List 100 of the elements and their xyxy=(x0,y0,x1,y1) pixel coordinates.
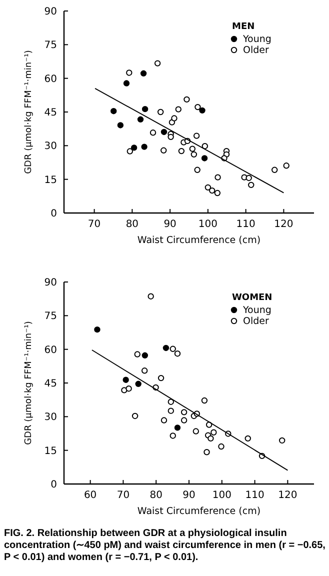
point xyxy=(201,397,208,404)
point xyxy=(204,184,212,191)
point xyxy=(158,374,164,382)
x-tick-label: 100 xyxy=(212,490,232,501)
point xyxy=(246,174,252,182)
x-tick-label: 60 xyxy=(84,490,97,501)
y-tick-label: 60 xyxy=(44,74,57,85)
point xyxy=(154,60,161,66)
legend-label: Older xyxy=(243,316,269,327)
legend-label: Young xyxy=(242,34,272,45)
point xyxy=(142,352,148,358)
y-tick-label: 15 xyxy=(44,446,57,457)
x-tick-label: 80 xyxy=(126,219,139,230)
y-tick-label: 60 xyxy=(44,344,57,356)
x-tick-label: 120 xyxy=(278,490,298,501)
y-tick-label: 30 xyxy=(44,141,57,152)
point xyxy=(174,424,181,431)
point xyxy=(122,376,129,383)
point xyxy=(160,417,168,424)
point xyxy=(142,106,148,112)
y-axis-title: GDR (μmol·kg FFM⁻¹·min⁻¹) xyxy=(24,50,34,174)
point xyxy=(204,449,210,456)
y-tick-label: 45 xyxy=(44,378,57,390)
legend-title: MEN xyxy=(232,22,255,32)
point xyxy=(132,412,138,420)
point xyxy=(175,106,182,112)
point xyxy=(168,398,174,405)
x-tick-label: 80 xyxy=(150,490,162,501)
point xyxy=(110,108,117,114)
point xyxy=(189,146,196,152)
x-tick-label: 100 xyxy=(198,219,218,230)
point xyxy=(157,108,164,116)
y-tick-label: 75 xyxy=(44,311,57,322)
point xyxy=(160,128,168,136)
point xyxy=(218,443,224,450)
x-tick-label: 120 xyxy=(274,219,294,230)
x-axis-title: Waist Circumference (cm) xyxy=(137,506,261,517)
point xyxy=(168,134,174,140)
point xyxy=(148,293,154,300)
point xyxy=(137,116,144,123)
point xyxy=(141,368,148,374)
point xyxy=(123,80,130,86)
y-tick-label: 30 xyxy=(44,412,57,424)
point xyxy=(180,409,188,416)
point xyxy=(174,350,181,357)
x-tick-label: 110 xyxy=(245,490,264,501)
y-tick-label: 75 xyxy=(44,40,57,52)
point xyxy=(94,326,100,333)
y-tick-label: 90 xyxy=(44,278,57,288)
y-tick-label: 0 xyxy=(50,480,57,490)
point xyxy=(210,429,217,436)
legend-title: WOMEN xyxy=(232,293,272,303)
point xyxy=(201,155,208,162)
point xyxy=(171,115,178,122)
point xyxy=(180,417,188,424)
point xyxy=(178,148,185,154)
x-axis-title: Waist Circumference (cm) xyxy=(137,235,261,246)
x-tick-label: 90 xyxy=(182,490,196,501)
point xyxy=(184,96,190,103)
point xyxy=(190,151,198,158)
point xyxy=(194,166,200,174)
x-tick-label: 70 xyxy=(88,219,101,230)
point xyxy=(121,387,128,394)
legend-label: Older xyxy=(243,45,269,56)
point xyxy=(117,122,124,128)
point xyxy=(244,435,251,442)
point xyxy=(208,435,214,442)
legend-label: Young xyxy=(242,305,272,316)
y-tick-label: 15 xyxy=(44,174,57,186)
point xyxy=(170,432,176,439)
x-tick-label: 70 xyxy=(116,490,130,501)
point xyxy=(192,428,200,434)
point xyxy=(126,386,132,392)
point xyxy=(140,70,147,76)
x-tick-label: 90 xyxy=(164,219,176,230)
point xyxy=(170,346,176,352)
point xyxy=(134,351,140,358)
point xyxy=(272,166,278,174)
point xyxy=(130,144,138,151)
point xyxy=(162,344,170,352)
point xyxy=(202,143,208,150)
point xyxy=(214,174,221,180)
point xyxy=(135,380,142,387)
point xyxy=(194,104,201,110)
point xyxy=(168,408,174,414)
caption: FIG. 2. Relationship between GDR at a physiological insulin concentration (∼450 pM) and waist circumference in men (r = −0.65, P < 0.01) and women (r = −0.71, P < 0.01). xyxy=(4,528,326,564)
y-tick-label: 90 xyxy=(44,6,57,18)
y-tick-label: 45 xyxy=(44,108,57,118)
point xyxy=(160,147,167,154)
y-tick-label: 0 xyxy=(50,208,57,220)
point xyxy=(248,182,254,188)
point xyxy=(126,148,134,154)
point xyxy=(193,132,200,139)
point xyxy=(150,130,156,136)
point xyxy=(126,70,132,76)
x-tick-label: 110 xyxy=(236,219,256,230)
point xyxy=(199,107,206,114)
point xyxy=(278,437,286,444)
point xyxy=(209,187,216,194)
point xyxy=(283,162,290,169)
